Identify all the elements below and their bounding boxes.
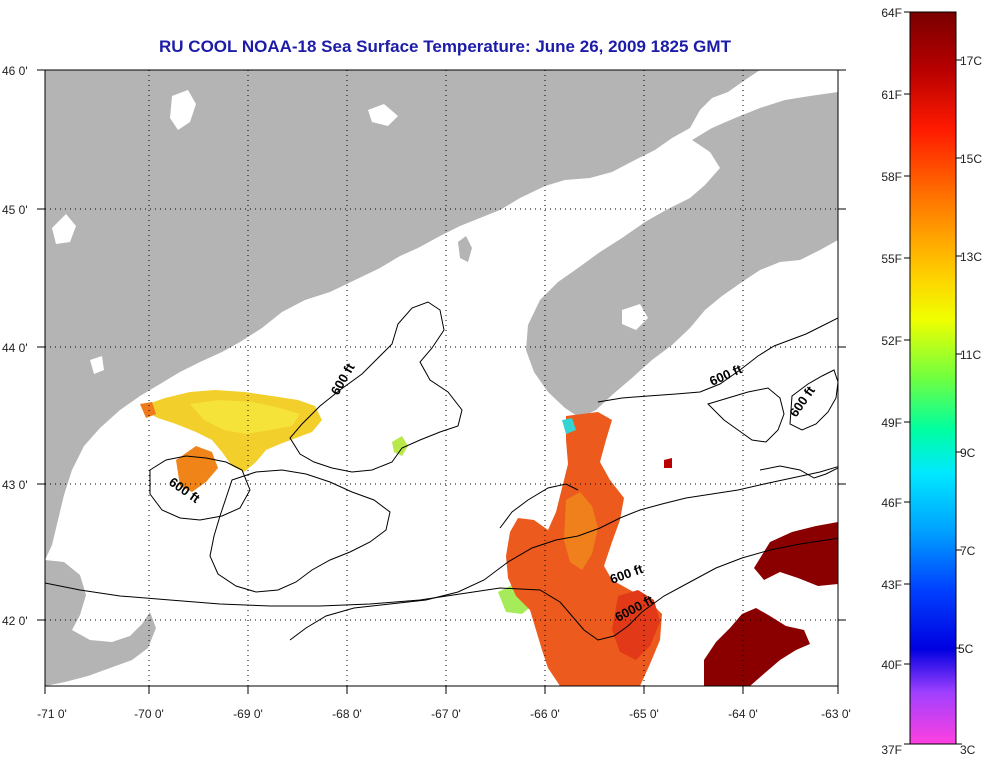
colorbar-c-label: 9C [960,446,976,460]
colorbar-f-label: 46F [881,496,902,510]
sst-patch-northeast-channel-warm [564,492,598,570]
colorbar-f-label: 52F [881,334,902,348]
colorbar-c-label: 17C [960,54,982,68]
lat-tick-label: 45 0' [2,203,28,217]
sst-patch-gulf-of-maine-core [190,400,300,434]
bay-of-fundy [498,148,700,270]
sst-data-layer [140,390,838,686]
lat-tick-label: 46 0' [2,64,28,78]
inland-lake-1 [170,90,196,130]
colorbar-c-ticks [956,59,962,745]
latitude-tick-labels: 46 0' 45 0' 44 0' 43 0' 42 0' [2,64,28,628]
contour-scotian-shelf-loop [707,387,785,443]
sst-patch-green [392,436,408,456]
land-grand-manan [458,236,472,262]
contour-shelf-east-bump [759,465,838,479]
sst-patch-gulf-stream-east [754,522,838,586]
colorbar-c-label: 11C [960,348,981,362]
inland-lake-5 [90,356,104,374]
colorbar-c-label: 5C [958,642,974,656]
contour-western-basin [149,455,251,521]
longitude-tick-labels: -71 0' -70 0' -69 0' -68 0' -67 0' -66 0… [37,707,851,721]
colorbar-celsius-labels: 17C 15C 13C 11C 9C 7C 5C 3C [958,54,982,757]
contour-gulf-of-maine-basin [289,301,463,473]
lat-tick-label: 44 0' [2,341,28,355]
sst-patch-cyan [562,418,576,434]
sst-patch-orange-tail [176,446,218,492]
sst-patch-red-dot [664,458,672,468]
inland-lake-2 [52,214,76,244]
lon-tick-label: -64 0' [728,707,758,721]
sst-patch-gulf-stream-south [704,608,810,686]
frame-ticks [37,69,846,694]
contour-scotian-shelf-east [789,369,838,431]
colorbar: 64F 61F 58F 55F 52F 49F 46F 43F 40F 37F … [881,6,982,757]
lat-tick-label: 42 0' [2,614,28,628]
contour-georges-bank-south [289,466,838,641]
colorbar-f-label: 58F [881,170,902,184]
contour-northeast-channel [499,483,579,529]
inland-lake-3 [368,104,398,126]
sst-patch-coastal-orange [140,402,156,418]
map-panel: 600 ft 600 ft 600 ft 600 ft 600 ft 6000 … [45,70,838,686]
colorbar-c-label: 13C [960,250,982,264]
inland-lake-4 [622,304,648,330]
bathymetry-contours [45,301,838,641]
lon-tick-label: -71 0' [37,707,67,721]
figure-title: RU COOL NOAA-18 Sea Surface Temperature:… [159,37,732,56]
lon-tick-label: -67 0' [431,707,461,721]
colorbar-f-ticks [904,11,910,745]
lon-tick-label: -70 0' [134,707,164,721]
lat-tick-label: 43 0' [2,478,28,492]
colorbar-f-label: 49F [881,416,902,430]
land-nova-scotia [526,92,838,418]
colorbar-f-label: 43F [881,578,902,592]
colorbar-f-label: 40F [881,658,902,672]
land-cape-cod [45,560,156,686]
colorbar-c-label: 7C [960,544,976,558]
colorbar-f-label: 61F [881,88,902,102]
lon-tick-label: -63 0' [821,707,851,721]
colorbar-f-label: 64F [881,6,902,20]
colorbar-fahrenheit-labels: 64F 61F 58F 55F 52F 49F 46F 43F 40F 37F [881,6,902,757]
land-maine-new-brunswick [45,70,760,560]
colorbar-gradient [909,11,957,745]
graticule [45,70,838,686]
lon-tick-label: -65 0' [629,707,659,721]
contour-georges-bank-north [45,537,838,641]
colorbar-c-label: 3C [960,743,976,757]
contour-scotian-shelf-outer [597,317,838,403]
contour-wilkinson-basin [209,469,391,593]
map-frame [37,69,846,694]
lon-tick-label: -66 0' [530,707,560,721]
colorbar-c-label: 15C [960,152,982,166]
colorbar-f-label: 37F [881,743,902,757]
lon-tick-label: -69 0' [233,707,263,721]
colorbar-f-label: 55F [881,252,902,266]
lon-tick-label: -68 0' [332,707,362,721]
